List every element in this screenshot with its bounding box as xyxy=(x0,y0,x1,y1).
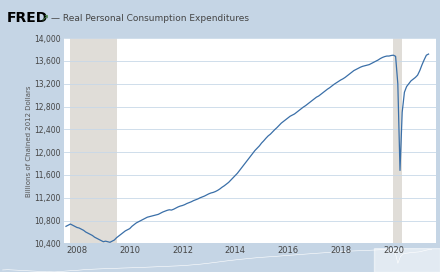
Text: ↗: ↗ xyxy=(40,13,48,23)
Text: — Real Personal Consumption Expenditures: — Real Personal Consumption Expenditures xyxy=(51,14,249,23)
FancyBboxPatch shape xyxy=(374,248,440,272)
Text: FRED: FRED xyxy=(7,11,48,25)
Bar xyxy=(70,38,117,243)
Bar xyxy=(393,38,402,243)
Y-axis label: Billions of Chained 2012 Dollars: Billions of Chained 2012 Dollars xyxy=(26,85,32,196)
